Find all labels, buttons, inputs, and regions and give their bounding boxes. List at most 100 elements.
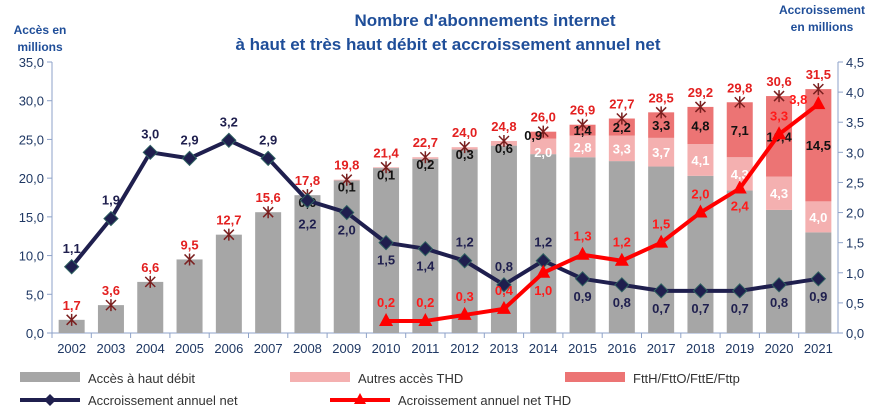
total-label: 22,7 bbox=[413, 135, 438, 150]
right-tick-label: 3,5 bbox=[846, 115, 864, 130]
bar-haut-debit bbox=[215, 234, 242, 333]
diamond-marker bbox=[260, 150, 276, 167]
legend-diamond-icon bbox=[44, 394, 56, 406]
x-tick-label: 2020 bbox=[765, 341, 794, 356]
autres-thd-label: 3,7 bbox=[652, 145, 670, 160]
left-tick-label: 20,0 bbox=[19, 171, 44, 186]
x-tick-label: 2008 bbox=[293, 341, 322, 356]
bar-haut-debit bbox=[294, 195, 321, 333]
triangle-marker bbox=[732, 180, 747, 194]
bar-autres-thd bbox=[766, 176, 793, 210]
ftth-label: 1,4 bbox=[574, 123, 593, 138]
total-label: 21,4 bbox=[373, 145, 399, 160]
autres-thd-label: 4,1 bbox=[691, 153, 709, 168]
diamond-marker bbox=[339, 204, 355, 221]
legend-swatch bbox=[20, 372, 80, 382]
total-marker bbox=[734, 96, 746, 109]
bar-haut-debit bbox=[451, 149, 478, 333]
bar-autres-thd bbox=[608, 135, 635, 162]
total-marker bbox=[341, 173, 353, 186]
legend-label: Accès à haut débit bbox=[88, 371, 195, 386]
accroissement-thd-label: 0,2 bbox=[377, 295, 395, 310]
right-axis-label-1: Accroissement bbox=[779, 3, 865, 17]
x-tick-label: 2003 bbox=[96, 341, 125, 356]
triangle-marker bbox=[614, 252, 629, 266]
autres-thd-label: 4,3 bbox=[731, 167, 749, 182]
diamond-marker bbox=[181, 150, 198, 167]
right-tick-label: 2,0 bbox=[846, 206, 864, 221]
total-marker bbox=[66, 313, 78, 326]
bar-haut-debit bbox=[726, 190, 753, 333]
left-tick-label: 15,0 bbox=[19, 210, 44, 225]
autres-thd-label: 2,0 bbox=[534, 145, 552, 160]
total-marker bbox=[655, 106, 667, 119]
total-label: 29,2 bbox=[688, 85, 713, 100]
legend-label: Acroissement annuel net THD bbox=[398, 393, 571, 408]
x-tick-label: 2019 bbox=[725, 341, 754, 356]
accroissement-thd-label: 0,2 bbox=[416, 295, 434, 310]
ftth-label: 14,5 bbox=[806, 138, 831, 153]
bar-haut-debit bbox=[569, 157, 596, 333]
total-label: 30,6 bbox=[766, 74, 791, 89]
bar-haut-debit bbox=[766, 209, 793, 333]
triangle-marker bbox=[457, 306, 472, 320]
x-tick-label: 2002 bbox=[57, 341, 86, 356]
total-label: 28,5 bbox=[648, 90, 673, 105]
right-tick-label: 1,5 bbox=[846, 236, 864, 251]
x-tick-label: 2021 bbox=[804, 341, 833, 356]
accroissement-thd-label: 0,3 bbox=[456, 289, 474, 304]
bar-haut-debit bbox=[648, 166, 675, 333]
total-marker bbox=[184, 253, 196, 266]
accroissement-label: 1,4 bbox=[416, 259, 435, 274]
bar-ftth bbox=[608, 118, 635, 136]
accroissement-label: 2,0 bbox=[338, 223, 356, 238]
bar-autres-thd bbox=[648, 137, 675, 167]
accroissement-label: 0,7 bbox=[731, 301, 749, 316]
right-tick-label: 3,0 bbox=[846, 145, 864, 160]
total-marker bbox=[459, 141, 471, 154]
x-tick-label: 2006 bbox=[214, 341, 243, 356]
x-tick-label: 2015 bbox=[568, 341, 597, 356]
total-marker bbox=[419, 151, 431, 164]
total-label: 12,7 bbox=[216, 213, 241, 228]
legend-swatch bbox=[290, 372, 350, 382]
bar-ftth bbox=[687, 106, 714, 145]
diamond-marker bbox=[142, 144, 158, 161]
ftth-label: 7,1 bbox=[731, 123, 749, 138]
x-tick-label: 2018 bbox=[686, 341, 715, 356]
bar-haut-debit bbox=[687, 175, 714, 333]
x-tick-label: 2005 bbox=[175, 341, 204, 356]
accroissement-thd-label: 3,8 bbox=[789, 92, 807, 107]
accroissement-label: 0,8 bbox=[495, 259, 513, 274]
accroissement-label: 1,5 bbox=[377, 253, 395, 268]
accroissement-label: 2,2 bbox=[298, 217, 316, 232]
accroissement-label: 0,8 bbox=[770, 295, 788, 310]
bar-haut-debit bbox=[58, 319, 85, 333]
bar-ftth bbox=[726, 102, 753, 158]
total-marker bbox=[144, 275, 156, 288]
legend-swatch bbox=[565, 372, 625, 382]
accroissement-label: 0,9 bbox=[809, 289, 827, 304]
total-label: 27,7 bbox=[609, 97, 634, 112]
right-tick-label: 4,5 bbox=[846, 55, 864, 70]
diamond-marker bbox=[103, 210, 119, 227]
left-tick-label: 25,0 bbox=[19, 132, 44, 147]
left-axis-label-2: millions bbox=[17, 40, 63, 54]
total-label: 29,8 bbox=[727, 80, 752, 95]
ftth-label: 0,3 bbox=[456, 147, 474, 162]
ftth-label: 3,3 bbox=[652, 118, 670, 133]
triangle-marker bbox=[693, 204, 708, 218]
diamond-marker bbox=[614, 277, 630, 293]
ftth-label: 0,2 bbox=[416, 157, 434, 172]
accroissement-label: 1,2 bbox=[456, 235, 474, 250]
total-marker bbox=[223, 228, 235, 241]
total-label: 6,6 bbox=[141, 260, 159, 275]
diamond-marker bbox=[574, 271, 591, 287]
ftth-label: 0,1 bbox=[377, 167, 395, 182]
triangle-marker bbox=[772, 126, 787, 140]
accroissement-thd-label: 2,4 bbox=[731, 198, 750, 213]
total-marker bbox=[694, 100, 706, 113]
triangle-marker bbox=[536, 264, 551, 278]
autres-thd-label: 3,3 bbox=[613, 141, 631, 156]
